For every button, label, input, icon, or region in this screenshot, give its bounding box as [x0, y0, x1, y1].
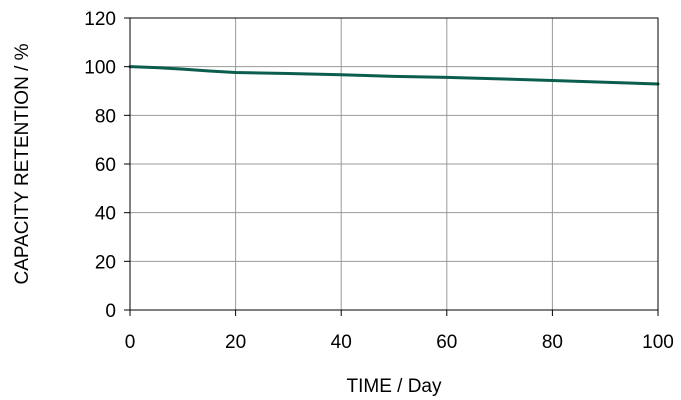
x-tick-label: 60	[436, 332, 457, 353]
series-line	[128, 65, 660, 86]
x-tick-label: 80	[542, 332, 563, 353]
x-tick-label: 0	[125, 332, 136, 353]
y-tick-label: 20	[95, 252, 116, 273]
gridlines	[130, 18, 658, 310]
x-axis-label: TIME / Day	[346, 376, 442, 397]
y-tick-label: 40	[95, 204, 116, 225]
y-tick-label: 80	[95, 106, 116, 127]
x-tick-label: 40	[331, 332, 352, 353]
y-tick-label: 0	[105, 301, 116, 322]
y-tick-label: 120	[84, 9, 116, 30]
x-tick-label: 20	[225, 332, 246, 353]
y-axis-label: CAPACITY RETENTION / %	[12, 43, 33, 284]
x-tick-label: 100	[642, 332, 674, 353]
y-tick-label: 100	[84, 58, 116, 79]
y-tick-label: 60	[95, 155, 116, 176]
axis-ticks: 0 20 40 60 80 100 0 20 40 60 80 100 120	[84, 9, 674, 353]
series-layer	[128, 65, 660, 86]
